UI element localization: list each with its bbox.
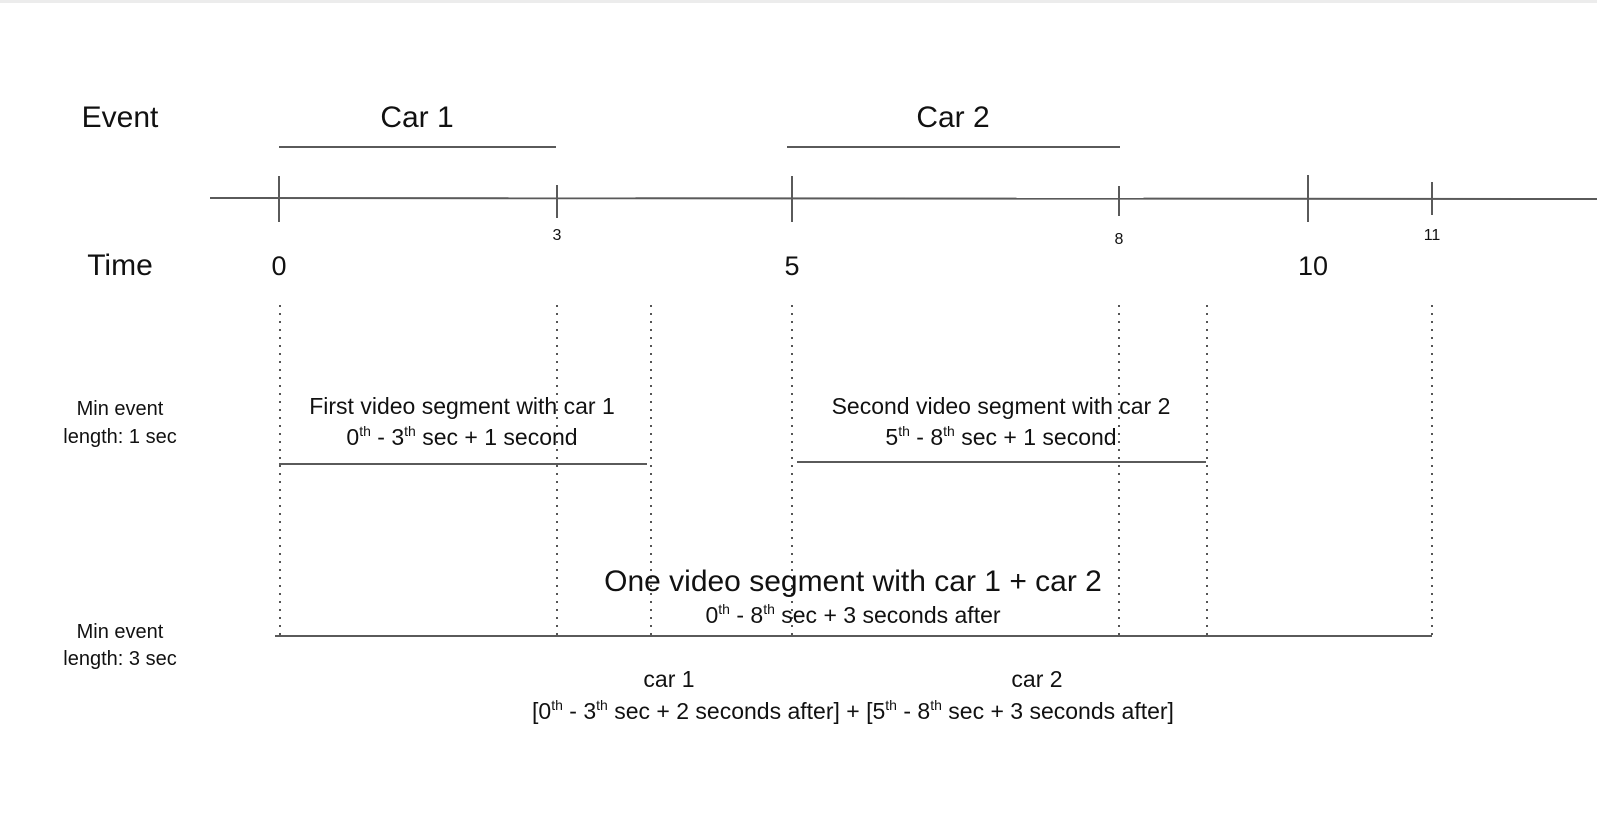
text-run: sec + 1 second <box>955 424 1117 450</box>
superscript: th <box>718 601 730 617</box>
text-run: - 8 <box>730 602 763 628</box>
text-run: sec + 2 seconds after] + [5 <box>608 698 885 724</box>
superscript: th <box>551 697 563 713</box>
combined-car-1-label: car 1 <box>643 666 694 692</box>
segment-1-detail: 0th - 3th sec + 1 second <box>346 423 577 450</box>
text-run: - 8 <box>897 698 930 724</box>
superscript: th <box>885 697 897 713</box>
text-run: 0 <box>346 424 359 450</box>
top-border <box>0 0 1597 3</box>
min-event-3-label-line1: Min event <box>77 621 164 643</box>
tick-label-11: 11 <box>1424 227 1441 244</box>
tick-label-3: 3 <box>553 227 562 244</box>
combined-breakdown: [0th - 3th sec + 2 seconds after] + [5th… <box>532 697 1174 724</box>
text-run: 0 <box>705 602 718 628</box>
text-run: - 3 <box>371 424 404 450</box>
tick-label-10: 10 <box>1298 251 1328 281</box>
text-run: - 8 <box>910 424 943 450</box>
combined-detail: 0th - 8th sec + 3 seconds after <box>705 601 1000 628</box>
superscript: th <box>404 423 416 439</box>
event-car-2-label: Car 2 <box>916 101 989 134</box>
text-run: sec + 3 seconds after] <box>942 698 1174 724</box>
superscript: th <box>898 423 910 439</box>
min-event-3-label-line2: length: 3 sec <box>63 648 176 670</box>
segment-1-title: First video segment with car 1 <box>309 393 615 419</box>
combined-car-2-label: car 2 <box>1011 666 1062 692</box>
text-run: 5 <box>885 424 898 450</box>
min-event-1-label-line1: Min event <box>77 398 164 420</box>
time-row-label: Time <box>87 249 153 282</box>
superscript: th <box>359 423 371 439</box>
text-run: - 3 <box>563 698 596 724</box>
text-run: sec + 1 second <box>416 424 578 450</box>
tick-label-0: 0 <box>271 251 286 281</box>
time-axis <box>209 197 1597 200</box>
min-event-1-label-line2: length: 1 sec <box>63 426 176 448</box>
combined-title: One video segment with car 1 + car 2 <box>604 565 1102 598</box>
tick-label-8: 8 <box>1115 231 1124 248</box>
text-run: [0 <box>532 698 551 724</box>
event-row-label: Event <box>82 101 159 134</box>
superscript: th <box>930 697 942 713</box>
segment-2-title: Second video segment with car 2 <box>832 393 1171 419</box>
event-car-1-label: Car 1 <box>380 101 453 134</box>
superscript: th <box>763 601 775 617</box>
superscript: th <box>943 423 955 439</box>
text-run: sec + 3 seconds after <box>775 602 1001 628</box>
tick-label-5: 5 <box>784 251 799 281</box>
segment-2-detail: 5th - 8th sec + 1 second <box>885 423 1116 450</box>
superscript: th <box>596 697 608 713</box>
